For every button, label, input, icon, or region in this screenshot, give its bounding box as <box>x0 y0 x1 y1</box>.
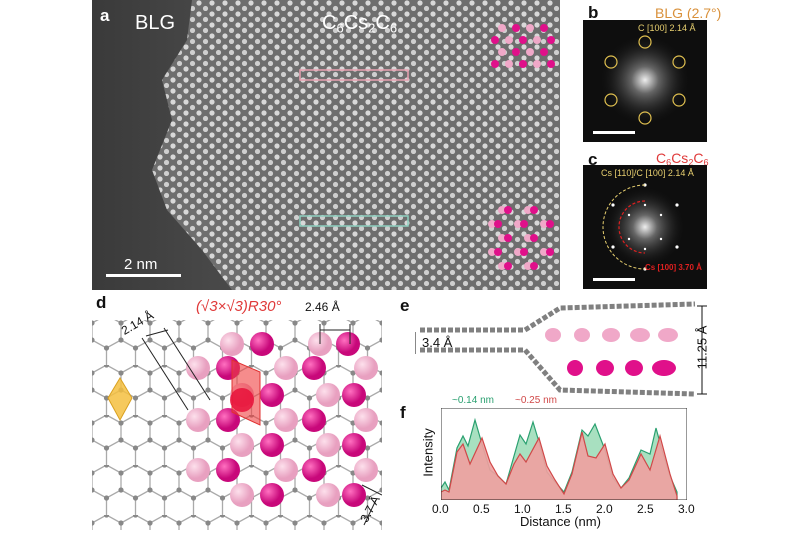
annotation-red: ~0.25 nm <box>515 395 557 406</box>
panel-d-title: (√3×√3)R30° <box>196 298 282 315</box>
x-axis-label: Distance (nm) <box>520 514 601 529</box>
line-profile-plot <box>440 407 688 501</box>
fft-pattern <box>602 183 685 271</box>
panel-f-letter: f <box>400 403 406 422</box>
x-tick: 2.0 <box>596 502 613 516</box>
panel-b-title: BLG (2.7°) <box>655 5 722 21</box>
panel-d-diagram <box>92 320 383 530</box>
lattice-diagram <box>92 320 383 530</box>
y-axis-label: Intensity <box>420 428 436 477</box>
unit-cell-graphene <box>107 377 133 422</box>
panel-b-annotation: C [100] 2.14 Å <box>638 23 696 33</box>
panel-c-annotation-bottom: Cs [100] 3.70 Å <box>645 263 702 272</box>
panel-c-fft: Cs [110]/C [100] 2.14 Å Cs [100] 3.70 Å <box>583 165 707 289</box>
x-tick: 3.0 <box>678 502 695 516</box>
dim-11-25: 11.25 Å <box>694 325 710 370</box>
dim-2-46: 2.46 Å <box>305 300 340 314</box>
x-tick: 0.0 <box>432 502 449 516</box>
x-tick: 1.5 <box>555 502 572 516</box>
blg-label: BLG <box>135 12 176 34</box>
profile-chart <box>440 407 688 501</box>
panel-b-letter: b <box>588 3 599 22</box>
label-sub: 6 <box>389 20 398 36</box>
cs-overlay-bottom <box>488 206 554 270</box>
x-tick: 1.0 <box>514 502 531 516</box>
lattice-image <box>92 0 560 290</box>
panel-d-letter: d <box>96 293 107 312</box>
dim-3-4: 3.4 Å <box>422 335 453 350</box>
label-sub: 6 <box>336 20 344 36</box>
title-sub: 2 <box>688 157 694 168</box>
title-part: C <box>693 150 704 166</box>
c6cs2c6-label: C6Cs2C6 <box>322 12 397 35</box>
title-part: Cs <box>671 150 689 166</box>
x-tick: 0.5 <box>473 502 490 516</box>
panel-b-scale-bar <box>593 131 635 134</box>
title-sub: 6 <box>666 157 672 168</box>
scale-bar-label: 2 nm <box>124 256 158 273</box>
fft-pattern <box>600 35 690 125</box>
panel-b-fft: C [100] 2.14 Å <box>583 20 707 142</box>
panel-a-letter: a <box>100 6 110 25</box>
label-part: Cs <box>343 12 369 34</box>
label-part: C <box>375 12 390 34</box>
panel-c-letter: c <box>588 150 598 169</box>
panel-c-scale-bar <box>593 278 635 281</box>
label-sub: 2 <box>368 20 376 36</box>
panel-e-diagram <box>414 298 715 398</box>
x-tick: 2.5 <box>637 502 654 516</box>
scale-bar <box>106 274 181 277</box>
panel-e-letter: e <box>400 296 410 315</box>
side-view-diagram <box>414 301 707 397</box>
cs-overlay-top <box>491 24 555 68</box>
annotation-green: ~0.14 nm <box>452 395 494 406</box>
title-sub: 6 <box>703 157 709 168</box>
label-part: C <box>322 12 337 34</box>
title-part: C <box>656 150 667 166</box>
panel-c-annotation-top: Cs [110]/C [100] 2.14 Å <box>601 168 694 178</box>
panel-a-micrograph <box>92 0 560 290</box>
panel-c-title: C6Cs2C6 <box>656 150 709 167</box>
